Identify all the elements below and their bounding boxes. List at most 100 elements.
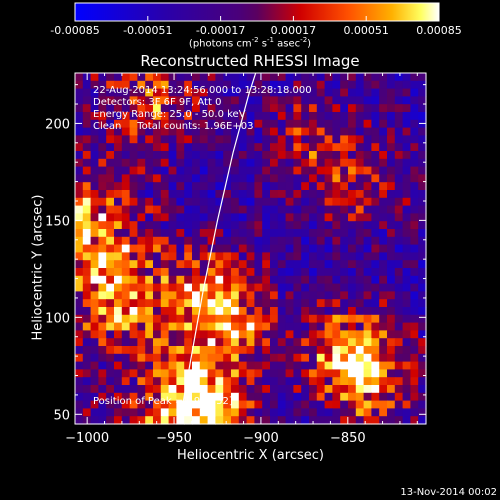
heatmap-cell: [231, 197, 240, 207]
heatmap-cell: [192, 112, 201, 121]
heatmap-cell: [402, 112, 411, 121]
heatmap-cell: [402, 143, 411, 152]
heatmap-cell: [402, 151, 411, 160]
heatmap-cell: [270, 236, 279, 246]
heatmap-cell: [316, 119, 326, 129]
heatmap-cell: [355, 408, 365, 417]
heatmap-cell: [223, 260, 232, 269]
heatmap-cell: [82, 369, 92, 378]
heatmap-cell: [176, 104, 185, 113]
heatmap-cell: [145, 314, 154, 324]
heatmap-cell: [231, 275, 240, 285]
heatmap-cell: [402, 299, 411, 308]
heatmap-cell: [153, 229, 162, 238]
heatmap-cell: [238, 119, 248, 129]
heatmap-cell: [82, 135, 92, 144]
heatmap-cell: [293, 408, 302, 417]
heatmap-cell: [340, 385, 349, 394]
heatmap-cell: [114, 213, 123, 222]
heatmap-cell: [121, 80, 131, 90]
heatmap-cell: [75, 268, 84, 277]
heatmap-cell: [199, 392, 209, 402]
heatmap-cell: [324, 88, 333, 97]
heatmap-cell: [215, 182, 224, 191]
heatmap-cell: [332, 158, 341, 168]
heatmap-cell: [121, 221, 131, 230]
heatmap-cell: [98, 158, 107, 168]
heatmap-cell: [82, 299, 92, 308]
heatmap-cell: [340, 244, 349, 253]
heatmap-cell: [145, 158, 154, 168]
heatmap-cell: [106, 174, 115, 183]
heatmap-cell: [223, 127, 232, 136]
heatmap-cell: [184, 307, 193, 316]
heatmap-cell: [324, 307, 333, 316]
heatmap-cell: [176, 338, 185, 347]
heatmap-cell: [106, 244, 115, 253]
heatmap-cell: [90, 190, 99, 199]
heatmap-cell: [293, 73, 302, 82]
heatmap-cell: [231, 174, 240, 183]
heatmap-cell: [379, 236, 388, 246]
heatmap-cell: [90, 213, 99, 222]
heatmap-cell: [293, 307, 302, 316]
heatmap-cell: [207, 291, 216, 300]
heatmap-cell: [231, 338, 240, 347]
heatmap-cell: [75, 275, 84, 285]
heatmap-cell: [387, 275, 396, 285]
heatmap-cell: [207, 385, 216, 394]
heatmap-cell: [184, 174, 193, 183]
heatmap-cell: [160, 197, 170, 207]
heatmap-cell: [293, 229, 302, 238]
heatmap-cell: [410, 96, 419, 105]
heatmap-cell: [254, 307, 263, 316]
heatmap-cell: [215, 408, 224, 417]
heatmap-cell: [106, 361, 115, 370]
heatmap-cell: [82, 205, 92, 214]
heatmap-cell: [207, 119, 216, 129]
heatmap-cell: [348, 182, 357, 191]
heatmap-cell: [246, 112, 255, 121]
heatmap-cell: [98, 307, 107, 316]
heatmap-cell: [75, 291, 84, 300]
heatmap-cell: [168, 127, 177, 136]
heatmap-cell: [106, 151, 115, 160]
heatmap-cell: [98, 174, 107, 183]
heatmap-cell: [340, 361, 349, 370]
heatmap-cell: [129, 299, 138, 308]
heatmap-cell: [262, 307, 271, 316]
heatmap-cell: [301, 197, 310, 207]
heatmap-cell: [145, 73, 154, 82]
heatmap-cell: [160, 416, 170, 425]
heatmap-cell: [215, 291, 224, 300]
heatmap-cell: [90, 299, 99, 308]
heatmap-cell: [223, 392, 232, 402]
heatmap-cell: [160, 408, 170, 417]
heatmap-cell: [106, 236, 115, 246]
heatmap-cell: [332, 416, 341, 425]
heatmap-cell: [301, 229, 310, 238]
heatmap-cell: [168, 197, 177, 207]
heatmap-cell: [129, 158, 138, 168]
heatmap-cell: [207, 174, 216, 183]
heatmap-cell: [254, 291, 263, 300]
heatmap-cell: [184, 135, 193, 144]
heatmap-cell: [332, 353, 341, 363]
heatmap-cell: [387, 174, 396, 183]
heatmap-cell: [231, 236, 240, 246]
heatmap-cell: [137, 307, 146, 316]
heatmap-cell: [402, 291, 411, 300]
heatmap-cell: [324, 369, 333, 378]
heatmap-cell: [98, 104, 107, 113]
heatmap-cell: [309, 174, 318, 183]
heatmap-cell: [238, 330, 248, 339]
heatmap-cell: [309, 112, 318, 121]
heatmap-cell: [160, 260, 170, 269]
heatmap-cell: [270, 190, 279, 199]
heatmap-cell: [207, 268, 216, 277]
heatmap-cell: [254, 104, 263, 113]
heatmap-cell: [262, 127, 271, 136]
heatmap-cell: [324, 314, 333, 324]
heatmap-cell: [153, 190, 162, 199]
